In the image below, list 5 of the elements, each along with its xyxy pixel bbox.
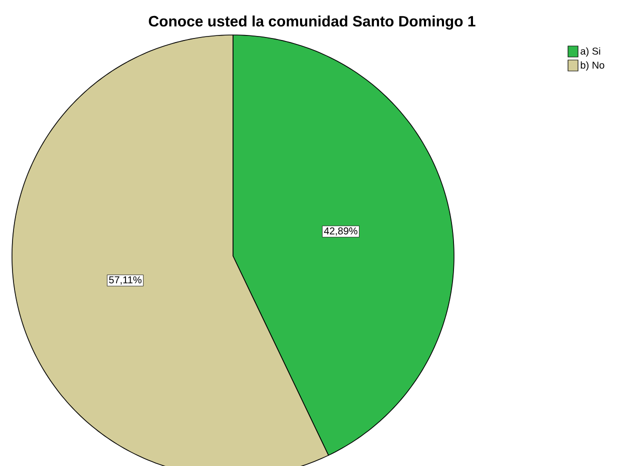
data-label: 42,89% (324, 227, 358, 236)
legend-label: b) No (580, 61, 604, 71)
legend-label: a) Si (580, 47, 600, 57)
chart-title: Conoce usted la comunidad Santo Domingo 1 (148, 16, 476, 30)
data-label: 57,11% (109, 276, 142, 285)
